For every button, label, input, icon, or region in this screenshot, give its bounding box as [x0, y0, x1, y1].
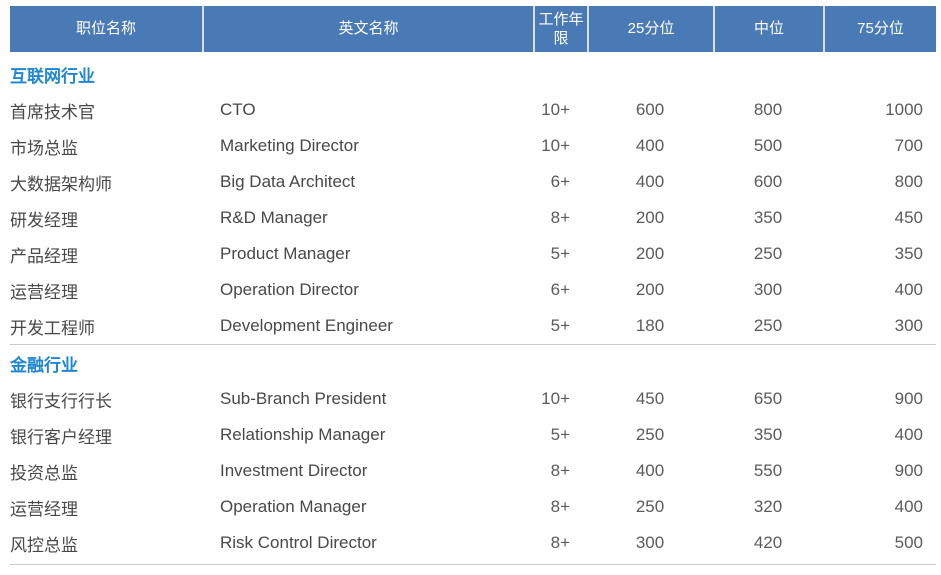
cell-median: 250 — [753, 316, 783, 335]
cell-median: 300 — [753, 280, 783, 299]
cell-75th-percentile: 400 — [894, 497, 923, 516]
cell-english-name: CTO — [220, 100, 256, 119]
table-row: 运营经理 Operation Director 6+ 200 300 400 — [10, 272, 936, 308]
table-row: 银行客户经理 Relationship Manager 5+ 250 350 400 — [10, 417, 936, 453]
cell-position-name: 风控总监 — [10, 535, 78, 555]
cell-median: 250 — [753, 244, 783, 263]
table-row: 运营经理 Operation Manager 8+ 250 320 400 — [10, 489, 936, 525]
header-25th-percentile: 25分位 — [587, 6, 713, 52]
table-row: 研发经理 R&D Manager 8+ 200 350 450 — [10, 200, 936, 236]
cell-work-years: 6+ — [550, 280, 570, 299]
table-row: 开发工程师 Development Engineer 5+ 180 250 300 — [10, 308, 936, 344]
cell-work-years: 8+ — [550, 533, 570, 552]
cell-75th-percentile: 800 — [894, 172, 923, 191]
table-header: 职位名称 英文名称 工作年限 25分位 中位 75分位 — [10, 6, 936, 52]
cell-25th-percentile: 400 — [635, 136, 665, 155]
header-median: 中位 — [713, 6, 823, 52]
cell-english-name: Product Manager — [220, 244, 351, 263]
cell-english-name: Marketing Director — [220, 136, 359, 155]
cell-english-name: Big Data Architect — [220, 172, 356, 191]
header-position-name: 职位名称 — [75, 20, 136, 38]
cell-median: 800 — [753, 100, 783, 119]
cell-position-name: 投资总监 — [10, 463, 78, 483]
cell-position-name: 研发经理 — [10, 210, 78, 230]
header-75th-percentile: 75分位 — [823, 6, 936, 52]
cell-english-name: Operation Manager — [220, 497, 367, 516]
cell-25th-percentile: 300 — [635, 533, 665, 552]
section-header-row: 金融行业 — [10, 344, 936, 381]
cell-position-name: 产品经理 — [10, 246, 78, 266]
table-bottom-rule — [10, 564, 936, 565]
cell-75th-percentile: 900 — [894, 461, 923, 480]
cell-position-name: 大数据架构师 — [10, 174, 112, 194]
cell-median: 350 — [753, 208, 783, 227]
cell-work-years: 5+ — [550, 244, 570, 263]
cell-75th-percentile: 300 — [894, 316, 923, 335]
cell-25th-percentile: 200 — [635, 208, 665, 227]
table-row: 市场总监 Marketing Director 10+ 400 500 700 — [10, 128, 936, 164]
cell-25th-percentile: 180 — [635, 316, 665, 335]
cell-median: 500 — [753, 136, 783, 155]
cell-work-years: 10+ — [541, 389, 570, 408]
cell-work-years: 8+ — [550, 208, 570, 227]
cell-work-years: 5+ — [550, 316, 570, 335]
section-title: 金融行业 — [10, 355, 78, 375]
cell-median: 320 — [753, 497, 783, 516]
header-english-name: 英文名称 — [202, 6, 533, 52]
table-body: 互联网行业首席技术官 CTO 10+ 600 800 1000 市场总监 Marketing … — [10, 56, 936, 561]
cell-median: 650 — [753, 389, 783, 408]
section-title: 互联网行业 — [10, 66, 95, 86]
cell-25th-percentile: 400 — [635, 172, 665, 191]
cell-75th-percentile: 450 — [894, 208, 923, 227]
cell-25th-percentile: 600 — [635, 100, 665, 119]
cell-work-years: 5+ — [550, 425, 570, 444]
cell-75th-percentile: 1000 — [885, 100, 923, 119]
cell-75th-percentile: 350 — [894, 244, 923, 263]
table-row: 银行支行行长 Sub-Branch President 10+ 450 650 900 — [10, 381, 936, 417]
cell-75th-percentile: 500 — [894, 533, 923, 552]
cell-75th-percentile: 400 — [894, 425, 923, 444]
section-header-row: 互联网行业 — [10, 56, 936, 92]
cell-english-name: Operation Director — [220, 280, 359, 299]
cell-position-name: 开发工程师 — [10, 318, 95, 338]
cell-english-name: Risk Control Director — [220, 533, 377, 552]
table-row: 投资总监 Investment Director 8+ 400 550 900 — [10, 453, 936, 489]
cell-75th-percentile: 400 — [894, 280, 923, 299]
cell-position-name: 运营经理 — [10, 282, 78, 302]
header-work-years: 工作年限 — [533, 6, 587, 52]
cell-english-name: Sub-Branch President — [220, 389, 387, 408]
cell-position-name: 首席技术官 — [10, 102, 95, 122]
cell-english-name: Relationship Manager — [220, 425, 386, 444]
cell-25th-percentile: 250 — [635, 425, 665, 444]
cell-25th-percentile: 400 — [635, 461, 665, 480]
table-row: 风控总监 Risk Control Director 8+ 300 420 500 — [10, 525, 936, 561]
cell-work-years: 10+ — [541, 136, 570, 155]
cell-25th-percentile: 450 — [635, 389, 665, 408]
cell-work-years: 6+ — [550, 172, 570, 191]
cell-position-name: 银行客户经理 — [10, 427, 112, 447]
cell-75th-percentile: 700 — [894, 136, 923, 155]
cell-median: 550 — [753, 461, 783, 480]
cell-english-name: Investment Director — [220, 461, 368, 480]
cell-median: 420 — [753, 533, 783, 552]
cell-work-years: 8+ — [550, 497, 570, 516]
cell-75th-percentile: 900 — [894, 389, 923, 408]
cell-position-name: 市场总监 — [10, 138, 78, 158]
cell-english-name: Development Engineer — [220, 316, 393, 335]
table-row: 大数据架构师 Big Data Architect 6+ 400 600 800 — [10, 164, 936, 200]
cell-english-name: R&D Manager — [220, 208, 328, 227]
cell-work-years: 8+ — [550, 461, 570, 480]
cell-median: 350 — [753, 425, 783, 444]
cell-position-name: 银行支行行长 — [10, 391, 112, 411]
cell-25th-percentile: 200 — [635, 244, 665, 263]
cell-25th-percentile: 200 — [635, 280, 665, 299]
cell-position-name: 运营经理 — [10, 499, 78, 519]
table-row: 产品经理 Product Manager 5+ 200 250 350 — [10, 236, 936, 272]
table-row: 首席技术官 CTO 10+ 600 800 1000 — [10, 92, 936, 128]
cell-median: 600 — [753, 172, 783, 191]
cell-work-years: 10+ — [541, 100, 570, 119]
cell-25th-percentile: 250 — [635, 497, 665, 516]
